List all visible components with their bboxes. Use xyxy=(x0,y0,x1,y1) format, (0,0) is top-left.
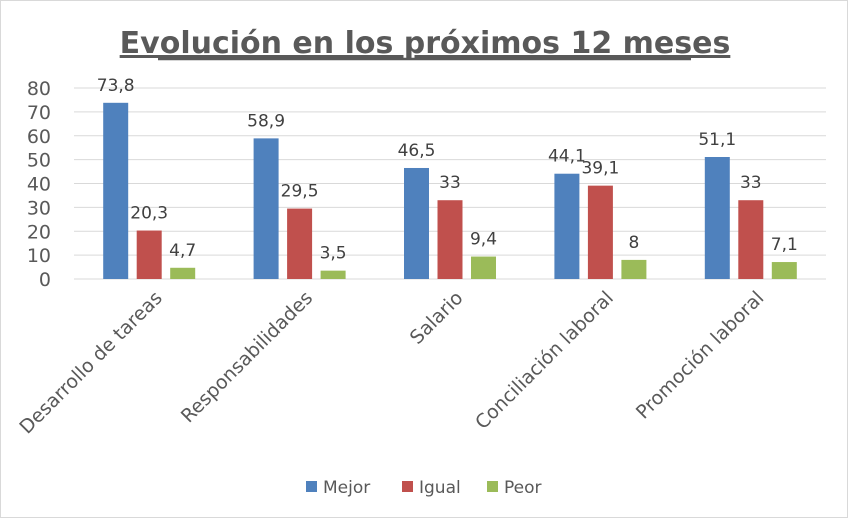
data-label: 9,4 xyxy=(470,230,497,250)
data-label: 4,7 xyxy=(169,241,196,261)
bar-peor xyxy=(170,267,196,279)
bar-peor xyxy=(320,270,346,279)
bar-mejor xyxy=(554,173,580,279)
x-tick-label: Conciliación laboral xyxy=(471,287,618,434)
y-tick-label: 20 xyxy=(27,221,51,243)
y-tick-label: 10 xyxy=(27,245,51,267)
legend-swatch xyxy=(306,481,317,492)
data-label: 58,9 xyxy=(247,111,285,131)
legend-item-igual: Igual xyxy=(402,478,461,498)
bar-mejor xyxy=(704,156,730,279)
bar-peor xyxy=(471,256,496,279)
y-tick-label: 80 xyxy=(27,78,51,100)
data-label: 8 xyxy=(628,233,639,253)
bar-mejor xyxy=(404,167,429,279)
chart-title: Evolución en los próximos 12 meses xyxy=(120,26,731,61)
bar-igual xyxy=(437,200,463,279)
legend-label: Peor xyxy=(504,478,542,498)
data-label: 46,5 xyxy=(398,141,436,161)
data-label: 73,8 xyxy=(97,76,135,96)
x-tick-label: Promoción laboral xyxy=(632,287,769,424)
bar-peor xyxy=(621,259,647,279)
y-tick-label: 30 xyxy=(27,197,51,219)
data-label: 33 xyxy=(439,173,461,193)
y-tick-label: 40 xyxy=(27,174,51,196)
y-tick-label: 60 xyxy=(27,126,51,148)
y-tick-label: 50 xyxy=(27,150,51,172)
y-tick-label: 0 xyxy=(39,269,51,291)
legend-swatch xyxy=(487,481,498,492)
data-label: 39,1 xyxy=(581,159,619,179)
legend-swatch xyxy=(402,481,413,492)
data-label: 3,5 xyxy=(320,244,347,264)
bar-mejor xyxy=(253,138,279,279)
data-label: 7,1 xyxy=(771,235,798,255)
y-tick-label: 70 xyxy=(27,102,51,124)
legend-label: Mejor xyxy=(323,478,370,498)
legend-item-mejor: Mejor xyxy=(306,478,370,498)
legend-label: Igual xyxy=(419,478,461,498)
data-label: 29,5 xyxy=(281,182,319,202)
legend-item-peor: Peor xyxy=(487,478,542,498)
x-tick-label: Desarrollo de tareas xyxy=(15,287,166,438)
bar-igual xyxy=(738,200,764,279)
data-label: 20,3 xyxy=(130,204,168,224)
bar-igual xyxy=(136,230,162,279)
bar-mejor xyxy=(103,102,129,280)
x-tick-label: Salario xyxy=(406,287,468,349)
data-label: 44,1 xyxy=(548,147,586,167)
bar-peor xyxy=(771,262,797,279)
data-label: 33 xyxy=(740,173,762,193)
bar-igual xyxy=(287,208,313,279)
bar-igual xyxy=(587,185,613,279)
data-label: 51,1 xyxy=(698,130,736,150)
x-tick-label: Responsabilidades xyxy=(177,287,317,427)
